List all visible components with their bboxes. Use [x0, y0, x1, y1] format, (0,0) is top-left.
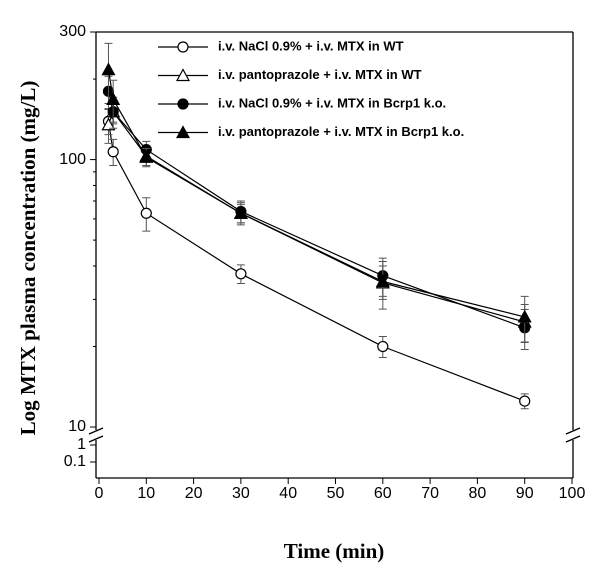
x-tick-label: 100: [559, 485, 586, 502]
y-axis-label: Log MTX plasma concentration (mg/L): [16, 81, 40, 436]
legend-marker: [175, 125, 191, 139]
data-point: [519, 395, 531, 407]
x-tick-label: 90: [516, 485, 534, 502]
y-tick-label: 10: [68, 418, 86, 435]
legend-marker: [177, 41, 189, 53]
data-point: [375, 274, 390, 288]
data-point: [517, 309, 532, 323]
x-tick-label: 50: [327, 485, 345, 502]
axis-break: [565, 427, 581, 435]
data-point: [235, 268, 247, 280]
x-tick-label: 70: [421, 485, 439, 502]
data-point: [140, 207, 152, 219]
x-tick-label: 40: [279, 485, 297, 502]
data-point: [377, 340, 389, 353]
series-line: [107, 121, 525, 402]
axes-frame: [88, 31, 581, 479]
legend-label: i.v. NaCl 0.9% + i.v. MTX in Bcrp1 k.o.: [218, 95, 446, 110]
data-point: [101, 62, 116, 76]
x-tick-label: 10: [137, 485, 155, 502]
x-tick-label: 0: [95, 485, 104, 502]
legend-marker: [177, 98, 189, 110]
x-tick-label: 30: [232, 485, 250, 502]
legend-marker: [175, 68, 191, 82]
data-point: [106, 92, 121, 105]
x-tick-label: 60: [374, 485, 392, 502]
axis-break: [565, 435, 581, 443]
x-tick-label: 20: [185, 485, 203, 502]
x-tick-label: 80: [469, 485, 487, 502]
y-tick-label: 1: [77, 436, 86, 453]
legend-label: i.v. pantoprazole + i.v. MTX in WT: [218, 67, 422, 82]
axis-break: [88, 427, 104, 435]
data-point: [107, 146, 119, 158]
axis-break: [88, 435, 104, 443]
data-point: [139, 150, 154, 163]
legend-label: i.v. NaCl 0.9% + i.v. MTX in WT: [218, 38, 404, 53]
data-point: [101, 117, 116, 131]
x-axis-label: Time (min): [284, 539, 385, 563]
legend-label: i.v. pantoprazole + i.v. MTX in Bcrp1 k.…: [218, 124, 464, 139]
y-tick-label: 300: [59, 23, 86, 40]
series-line: [107, 110, 525, 323]
data-point: [233, 205, 248, 219]
y-tick-label: 0.1: [64, 453, 86, 470]
y-tick-label: 100: [59, 151, 86, 168]
